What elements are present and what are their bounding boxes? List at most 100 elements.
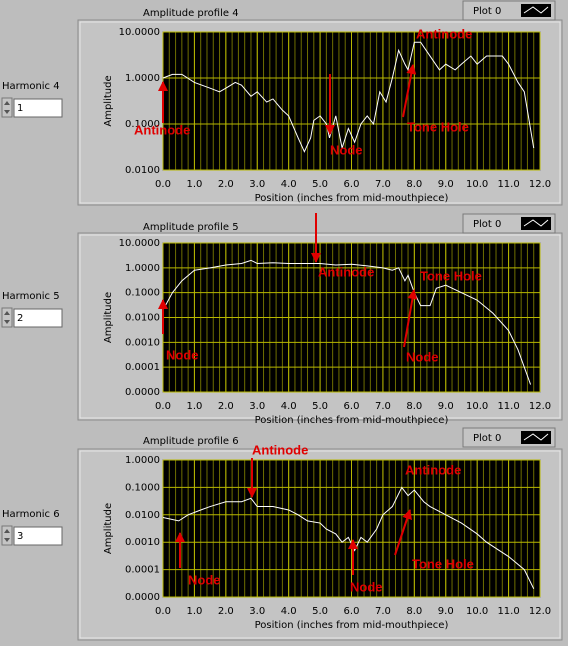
control-label: Harmonic 5 [2, 291, 60, 302]
x-tick-label: 9.0 [438, 606, 454, 617]
x-tick-label: 6.0 [344, 606, 360, 617]
x-tick-label: 4.0 [281, 401, 297, 412]
chart-frame-shadow [79, 450, 561, 639]
y-tick-label: 10.0000 [119, 238, 160, 249]
x-tick-label: 1.0 [186, 179, 202, 190]
annotation: Node [406, 349, 439, 364]
x-tick-label: 4.0 [281, 606, 297, 617]
y-tick-label: 0.0100 [125, 510, 160, 521]
legend-swatch [521, 217, 551, 230]
x-tick-label: 11.0 [497, 401, 519, 412]
x-tick-label: 2.0 [218, 179, 234, 190]
x-tick-label: 2.0 [218, 401, 234, 412]
y-tick-label: 0.0000 [125, 387, 160, 398]
y-axis-label: Amplitude [103, 503, 114, 554]
y-tick-label: 1.0000 [125, 73, 160, 84]
spinner-arrows [4, 101, 10, 114]
x-tick-label: 5.0 [312, 401, 328, 412]
y-tick-label: 0.1000 [125, 482, 160, 493]
x-tick-label: 12.0 [529, 179, 551, 190]
x-tick-label: 0.0 [155, 179, 171, 190]
annotation: Antinode [134, 122, 190, 137]
x-tick-label: 9.0 [438, 179, 454, 190]
control-label: Harmonic 6 [2, 509, 60, 520]
annotation: Tone Hole [407, 119, 469, 134]
legend-label: Plot 0 [473, 6, 501, 17]
annotation: Node [166, 347, 199, 362]
annotation: Antinode [416, 26, 472, 41]
x-tick-label: 3.0 [249, 401, 265, 412]
x-tick-label: 0.0 [155, 401, 171, 412]
legend-swatch [521, 431, 551, 444]
y-tick-label: 0.1000 [125, 119, 160, 130]
x-tick-label: 7.0 [375, 179, 391, 190]
x-tick-label: 12.0 [529, 606, 551, 617]
annotation-arrow [403, 289, 418, 348]
numeric-value: 3 [17, 531, 23, 542]
annotation: Tone Hole [420, 268, 482, 283]
y-axis-label: Amplitude [103, 292, 114, 343]
x-tick-label: 0.0 [155, 606, 171, 617]
numeric-input[interactable] [13, 526, 63, 546]
x-tick-label: 1.0 [186, 401, 202, 412]
annotation-arrow [402, 64, 417, 118]
chart-title: Amplitude profile 6 [143, 436, 239, 447]
spinner-arrows [4, 529, 10, 542]
numeric-input[interactable] [13, 98, 63, 118]
y-tick-label: 1.0000 [125, 455, 160, 466]
control-label: Harmonic 4 [2, 81, 60, 92]
legend-line [523, 433, 549, 441]
data-line [162, 486, 535, 589]
legend-label: Plot 0 [473, 433, 501, 444]
numeric-input[interactable] [13, 308, 63, 328]
annotation-arrow [394, 509, 412, 556]
spinner[interactable] [1, 97, 13, 118]
x-tick-label: 3.0 [249, 606, 265, 617]
spinner[interactable] [1, 307, 13, 328]
x-tick-label: 10.0 [466, 179, 488, 190]
x-tick-label: 8.0 [406, 606, 422, 617]
legend-label: Plot 0 [473, 219, 501, 230]
y-tick-label: 0.0010 [125, 337, 160, 348]
annotation: Antinode [252, 442, 308, 457]
y-tick-label: 0.0010 [125, 537, 160, 548]
x-tick-label: 8.0 [406, 179, 422, 190]
x-tick-label: 1.0 [186, 606, 202, 617]
annotation: Tone Hole [412, 556, 474, 571]
y-tick-label: 0.0001 [125, 362, 160, 373]
x-tick-label: 5.0 [312, 606, 328, 617]
spinner-arrows [4, 311, 10, 324]
annotation: Antinode [405, 462, 461, 477]
x-tick-label: 6.0 [344, 401, 360, 412]
annotation: Antinode [318, 264, 374, 279]
x-tick-label: 5.0 [312, 179, 328, 190]
y-axis-label: Amplitude [103, 75, 114, 126]
x-tick-label: 6.0 [344, 179, 360, 190]
x-tick-label: 8.0 [406, 401, 422, 412]
annotation: Node [350, 579, 383, 594]
y-tick-label: 10.0000 [119, 27, 160, 38]
y-tick-label: 0.0100 [125, 313, 160, 324]
numeric-value: 2 [17, 313, 23, 324]
x-tick-label: 7.0 [375, 606, 391, 617]
x-tick-label: 11.0 [497, 606, 519, 617]
x-axis-label: Position (inches from mid-mouthpiece) [255, 620, 449, 631]
annotation: Node [188, 572, 221, 587]
y-tick-label: 0.0100 [125, 165, 160, 176]
chart-frame-shadow [79, 234, 561, 419]
x-axis-label: Position (inches from mid-mouthpiece) [255, 193, 449, 204]
data-line [162, 41, 535, 153]
chart-frame-shadow [79, 21, 561, 204]
x-tick-label: 10.0 [466, 401, 488, 412]
x-tick-label: 7.0 [375, 401, 391, 412]
y-tick-label: 0.0000 [125, 592, 160, 603]
legend-swatch [521, 4, 551, 17]
x-tick-label: 11.0 [497, 179, 519, 190]
data-line [162, 259, 532, 385]
y-tick-label: 0.1000 [125, 288, 160, 299]
x-tick-label: 2.0 [218, 606, 234, 617]
x-tick-label: 9.0 [438, 401, 454, 412]
spinner[interactable] [1, 525, 13, 546]
chart-title: Amplitude profile 5 [143, 222, 239, 233]
